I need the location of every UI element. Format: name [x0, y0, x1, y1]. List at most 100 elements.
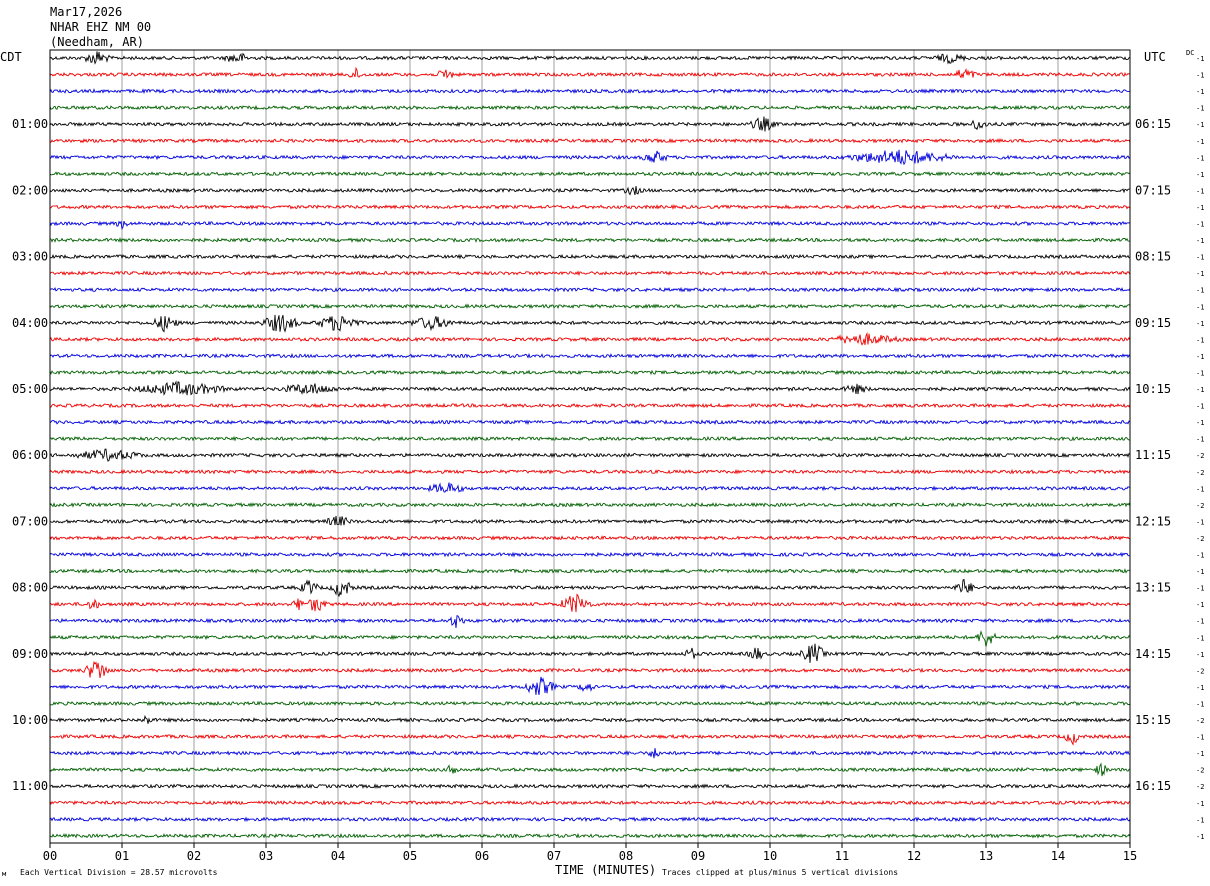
right-hour-label: 12:15 — [1135, 514, 1171, 528]
trace-line-21 — [49, 402, 1131, 409]
dc-offset-label: -1 — [1196, 72, 1204, 80]
dc-offset-label: -1 — [1196, 138, 1204, 146]
trace-line-26 — [49, 482, 1131, 493]
trace-line-7 — [49, 170, 1131, 177]
x-tick-label-09: 09 — [691, 849, 705, 863]
dc-offset-label: -1 — [1196, 436, 1204, 444]
trace-line-23 — [49, 435, 1131, 442]
x-tick-label-07: 07 — [547, 849, 561, 863]
x-tick-label-10: 10 — [763, 849, 777, 863]
trace-line-11 — [49, 237, 1131, 243]
trace-line-35 — [49, 630, 1131, 647]
dc-offset-label: -1 — [1196, 105, 1204, 113]
trace-line-20 — [49, 380, 1131, 396]
trace-line-45 — [49, 799, 1131, 806]
trace-line-29 — [49, 535, 1131, 541]
trace-line-27 — [49, 501, 1131, 508]
dc-offset-label: -1 — [1196, 552, 1204, 560]
dc-offset-label: -1 — [1196, 601, 1204, 609]
trace-line-9 — [49, 204, 1131, 210]
date-label: Mar17,2026 — [50, 5, 123, 19]
trace-line-40 — [49, 714, 1131, 724]
left-timezone-label: CDT — [0, 50, 22, 64]
trace-line-3 — [49, 104, 1131, 111]
dc-offset-label: -1 — [1196, 618, 1204, 626]
left-hour-label: 02:00 — [12, 183, 48, 197]
dc-offset-label: -1 — [1196, 287, 1204, 295]
dc-offset-label: -1 — [1196, 403, 1204, 411]
trace-line-34 — [49, 615, 1131, 629]
dc-offset-label: -1 — [1196, 386, 1204, 394]
trace-line-31 — [49, 568, 1131, 575]
trace-line-37 — [49, 660, 1131, 678]
trace-line-16 — [49, 314, 1131, 333]
left-hour-label: 07:00 — [12, 514, 48, 528]
dc-offset-label: -2 — [1196, 452, 1204, 460]
dc-offset-label: -1 — [1196, 336, 1204, 344]
trace-line-28 — [49, 515, 1131, 526]
trace-line-0 — [49, 51, 1131, 65]
trace-line-46 — [49, 816, 1131, 823]
x-tick-label-02: 02 — [187, 849, 201, 863]
trace-line-6 — [49, 149, 1131, 166]
x-tick-label-14: 14 — [1051, 849, 1065, 863]
dc-offset-label: -1 — [1196, 700, 1204, 708]
dc-offset-label: -1 — [1196, 651, 1204, 659]
right-hour-label: 10:15 — [1135, 382, 1171, 396]
left-hour-label: 10:00 — [12, 713, 48, 727]
trace-line-36 — [49, 643, 1131, 663]
dc-offset-label: -1 — [1196, 568, 1204, 576]
trace-line-47 — [49, 832, 1131, 839]
x-axis-label: TIME (MINUTES) — [555, 863, 657, 877]
minute-gridlines — [49, 50, 1131, 843]
trace-line-24 — [49, 448, 1131, 462]
plot-frame — [49, 49, 1131, 848]
trace-line-43 — [49, 762, 1131, 777]
dc-offset-label: -1 — [1196, 634, 1204, 642]
dc-offset-label: -1 — [1196, 204, 1204, 212]
trace-line-33 — [49, 593, 1131, 613]
dc-offset-label: -1 — [1196, 585, 1204, 593]
right-hour-label: 08:15 — [1135, 250, 1171, 264]
dc-offset-label: -1 — [1196, 684, 1204, 692]
left-hour-label: 09:00 — [12, 647, 48, 661]
dc-offset-label: -2 — [1196, 667, 1204, 675]
dc-offset-label: -1 — [1196, 833, 1204, 841]
dc-offset-label: -1 — [1196, 270, 1204, 278]
dc-offset-label: -1 — [1196, 485, 1204, 493]
trace-line-22 — [49, 419, 1131, 426]
dc-offset-label: -1 — [1196, 369, 1204, 377]
dc-offset-label: -2 — [1196, 502, 1204, 510]
dc-offset-label: -2 — [1196, 767, 1204, 775]
x-tick-label-00: 00 — [43, 849, 57, 863]
x-tick-label-13: 13 — [979, 849, 993, 863]
trace-line-4 — [49, 116, 1131, 132]
seismic-traces — [49, 51, 1131, 839]
right-hour-label: 09:15 — [1135, 316, 1171, 330]
dc-offset-label: -1 — [1196, 88, 1204, 96]
trace-line-15 — [49, 303, 1131, 310]
dc-offset-label: -1 — [1196, 419, 1204, 427]
right-hour-label: 13:15 — [1135, 581, 1171, 595]
dc-offset-label: -1 — [1196, 518, 1204, 526]
right-hour-label: 11:15 — [1135, 448, 1171, 462]
trace-line-12 — [50, 253, 1131, 260]
trace-line-39 — [49, 700, 1131, 707]
x-tick-label-04: 04 — [331, 849, 345, 863]
axis-labels: 00 01 02 03 04 05 06 07 08 09 10 11 12 13 14 15 -1 -1 -1 -1… — [12, 55, 1204, 863]
left-hour-label: 11:00 — [12, 779, 48, 793]
dc-offset-label: -1 — [1196, 121, 1204, 129]
trace-line-44 — [49, 783, 1131, 790]
x-tick-label-06: 06 — [475, 849, 489, 863]
x-tick-label-11: 11 — [835, 849, 849, 863]
dc-offset-label: -1 — [1196, 171, 1204, 179]
trace-line-8 — [49, 185, 1130, 196]
trace-line-17 — [49, 332, 1131, 346]
left-hour-label: 01:00 — [12, 117, 48, 131]
dc-offset-label: -1 — [1196, 154, 1204, 162]
dc-offset-label: -1 — [1196, 303, 1204, 311]
trace-line-14 — [49, 286, 1131, 293]
dc-offset-label: -1 — [1196, 320, 1204, 328]
dc-offset-label: -1 — [1196, 734, 1204, 742]
